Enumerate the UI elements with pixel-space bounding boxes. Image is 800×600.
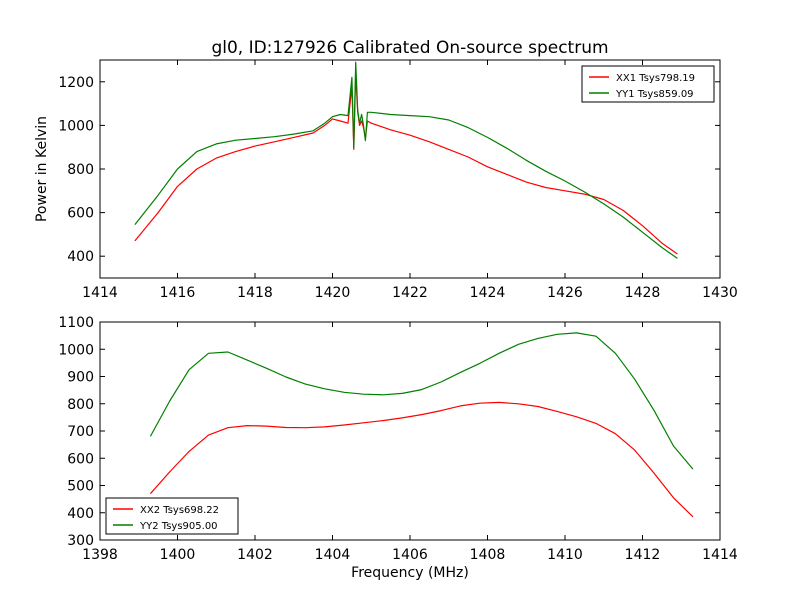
legend-entry: XX1 Tsys798.19 [616,73,695,84]
x-tick-label: 1422 [392,285,428,301]
x-axis-label: Frequency (MHz) [351,565,469,581]
y-tick-label: 1200 [58,75,94,91]
x-tick-label: 1400 [160,547,196,563]
x-tick-label: 1418 [237,285,273,301]
bottom-panel: 1398 1400 1402 1404 1406 1408 1410 1412 1414 300 4… [58,315,738,563]
legend-box [105,497,239,535]
x-tick-label: 1430 [702,285,738,301]
x-tick-label: 1420 [315,285,351,301]
x-tick-label: 1428 [625,285,661,301]
y-tick-label: 1000 [58,118,94,134]
y-axis-label: Power in Kelvin [34,116,50,222]
x-tick-label: 1424 [470,285,506,301]
y-tick-label: 700 [67,424,94,440]
legend-entry: YY2 Tsys905.00 [139,521,218,532]
y-tick-label: 600 [67,206,94,222]
x-tick-label: 1412 [625,547,661,563]
y-tick-label: 600 [67,451,94,467]
series-line-1 [134,72,678,255]
figure-title: gl0, ID:127926 Calibrated On-source spec… [211,38,608,58]
x-tick-label: 1408 [470,547,506,563]
y-tick-label: 400 [67,506,94,522]
x-tick-label: 1404 [315,547,351,563]
top-panel: 1414 1416 1418 1420 1422 1424 1426 1428 1430 400 6… [34,59,738,301]
series-line-2 [134,61,678,259]
legend-entry: YY1 Tsys859.09 [615,89,694,100]
series-line-2 [149,332,694,470]
x-tick-label: 1410 [547,547,583,563]
y-tick-label: 1100 [58,315,94,331]
legend-entry: XX2 Tsys698.22 [140,505,219,516]
x-tick-label: 1414 [702,547,738,563]
legend: XX1 Tsys798.19 YY1 Tsys859.09 [581,65,715,103]
y-tick-label: 800 [67,397,94,413]
plot-lines [149,332,694,518]
plot-lines [134,61,678,259]
y-tick-label: 400 [67,249,94,265]
y-tick-label: 300 [67,533,94,549]
x-tick-label: 1414 [82,285,118,301]
series-line-1 [149,401,694,518]
y-tick-label: 500 [67,479,94,495]
legend: XX2 Tsys698.22 YY2 Tsys905.00 [105,497,239,535]
y-tick-label: 800 [67,162,94,178]
x-tick-label: 1416 [160,285,196,301]
y-tick-label: 1000 [58,342,94,358]
y-tick-label: 900 [67,370,94,386]
x-tick-label: 1406 [392,547,428,563]
x-tick-label: 1402 [237,547,273,563]
x-tick-label: 1426 [547,285,583,301]
legend-box [581,65,715,103]
x-tick-label: 1398 [82,547,118,563]
